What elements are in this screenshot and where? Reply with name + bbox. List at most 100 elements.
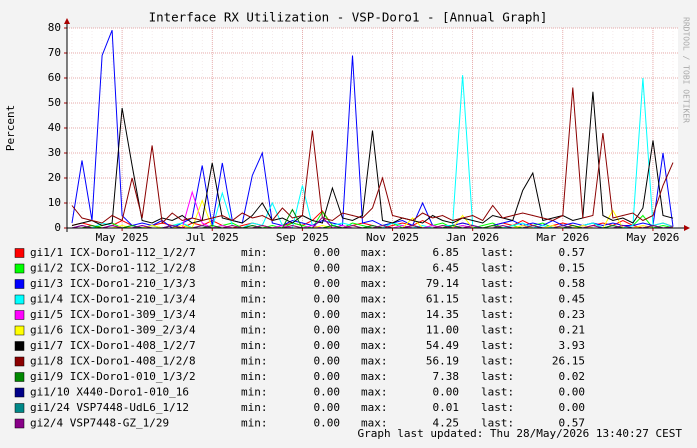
y-axis-arrow — [64, 18, 70, 24]
y-tick-label: 80 — [48, 21, 61, 34]
stat-label: last: — [481, 401, 514, 414]
stat-label: max: — [361, 370, 388, 383]
legend-swatch — [14, 356, 25, 367]
stat-label: last: — [481, 293, 514, 306]
stat-label: min: — [241, 262, 268, 275]
legend-name: gi1/9 ICX-Doro1-010_1/3/2 — [30, 370, 196, 383]
stat-value: 6.85 — [433, 246, 460, 259]
x-tick-label: Jan 2026 — [446, 231, 499, 244]
stat-value: 61.15 — [426, 293, 459, 306]
stat-value: 0.00 — [314, 355, 341, 368]
stat-label: max: — [361, 293, 388, 306]
stat-label: max: — [361, 262, 388, 275]
stat-label: max: — [361, 355, 388, 368]
stat-value: 14.35 — [426, 308, 459, 321]
stat-label: last: — [481, 417, 514, 430]
axes — [64, 18, 690, 232]
stat-label: min: — [241, 339, 268, 352]
stat-label: max: — [361, 324, 388, 337]
legend-swatch — [14, 248, 25, 258]
stat-label: max: — [361, 386, 388, 399]
stat-label: last: — [481, 386, 514, 399]
legend-swatch — [14, 279, 25, 289]
legend-name: gi2/4 VSP7448-GZ_1/29 — [30, 417, 169, 430]
stat-label: last: — [481, 308, 514, 321]
legend-name: gi1/10 X440-Doro1-010_16 — [30, 386, 189, 399]
y-tick-label: 10 — [48, 196, 61, 209]
stat-value: 0.58 — [559, 277, 586, 290]
chart-title: Interface RX Utilization - VSP-Doro1 - [… — [149, 10, 548, 25]
stat-label: max: — [361, 401, 388, 414]
legend-swatch — [14, 387, 25, 398]
legend: gi1/1 ICX-Doro1-112_1/2/7 min: 0.00 max: 6.8… — [14, 246, 586, 430]
legend-name: gi1/5 ICX-Doro1-309_1/3/4 — [30, 308, 196, 321]
stat-label: last: — [481, 262, 514, 275]
stat-value: 0.00 — [314, 386, 341, 399]
stat-label: last: — [481, 277, 514, 290]
x-tick-label: May 2025 — [96, 231, 149, 244]
stat-label: min: — [241, 401, 268, 414]
stat-value: 6.45 — [433, 262, 460, 275]
stat-label: min: — [241, 386, 268, 399]
y-tick-label: 60 — [48, 71, 61, 84]
stat-label: min: — [241, 277, 268, 290]
x-tick-label: Jul 2025 — [186, 231, 239, 244]
stat-value: 0.00 — [559, 401, 586, 414]
stat-label: min: — [241, 355, 268, 368]
x-axis-arrow — [684, 225, 690, 231]
stat-label: last: — [481, 246, 514, 259]
y-tick-label: 30 — [48, 146, 61, 159]
stat-label: min: — [241, 293, 268, 306]
stat-value: 79.14 — [426, 277, 459, 290]
stat-value: 0.00 — [314, 324, 341, 337]
stat-value: 0.00 — [314, 370, 341, 383]
stat-value: 26.15 — [552, 355, 585, 368]
stat-value: 0.00 — [314, 401, 341, 414]
legend-swatch — [14, 372, 25, 382]
series-line — [71, 87, 674, 225]
y-axis-label: Percent — [4, 105, 17, 151]
y-tick-label: 0 — [54, 221, 61, 234]
stat-value: 0.15 — [559, 262, 586, 275]
stat-label: max: — [361, 308, 388, 321]
stat-value: 54.49 — [426, 339, 459, 352]
legend-swatch — [14, 325, 25, 336]
y-tick-label: 70 — [48, 46, 61, 59]
legend-swatch — [14, 263, 25, 274]
stat-value: 0.00 — [314, 339, 341, 352]
stat-value: 0.01 — [433, 401, 460, 414]
stat-value: 3.93 — [559, 339, 586, 352]
legend-name: gi1/2 ICX-Doro1-112_1/2/8 — [30, 262, 196, 275]
stat-value: 0.21 — [559, 324, 586, 337]
x-tick-label: Nov 2025 — [366, 231, 419, 244]
stat-value: 7.38 — [433, 370, 460, 383]
stat-label: min: — [241, 370, 268, 383]
legend-name: gi1/3 ICX-Doro1-210_1/3/3 — [30, 277, 196, 290]
stat-label: max: — [361, 339, 388, 352]
stat-value: 56.19 — [426, 355, 459, 368]
stat-label: max: — [361, 417, 388, 430]
legend-swatch — [14, 403, 25, 413]
stat-value: 0.00 — [433, 386, 460, 399]
legend-name: gi1/1 ICX-Doro1-112_1/2/7 — [30, 246, 196, 259]
legend-swatch — [14, 294, 25, 305]
footer: Graph last updated: Thu 28/May/2026 13:4… — [357, 427, 682, 440]
watermark: RRDTOOL / TOBI OETIKER — [682, 17, 691, 123]
y-tick-label: 50 — [48, 96, 61, 109]
x-tick-label: Mar 2026 — [536, 231, 589, 244]
stat-value: 0.57 — [559, 246, 586, 259]
stat-label: last: — [481, 355, 514, 368]
stat-value: 0.00 — [314, 417, 341, 430]
stat-label: min: — [241, 246, 268, 259]
stat-value: 0.57 — [559, 417, 586, 430]
x-tick-label: May 2026 — [626, 231, 679, 244]
stat-value: 0.00 — [314, 308, 341, 321]
legend-name: gi1/6 ICX-Doro1-309_2/3/4 — [30, 324, 196, 337]
stat-value: 0.00 — [314, 277, 341, 290]
stat-value: 0.00 — [314, 246, 341, 259]
stat-label: min: — [241, 417, 268, 430]
legend-name: gi1/8 ICX-Doro1-408_1/2/8 — [30, 355, 196, 368]
y-tick-label: 40 — [48, 121, 61, 134]
